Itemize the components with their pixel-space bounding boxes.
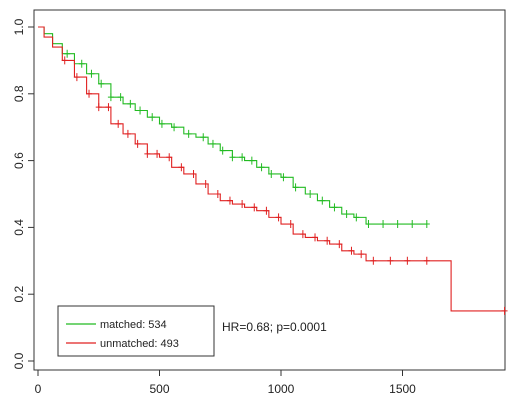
censor-mark: [258, 163, 265, 172]
censor-mark: [353, 213, 360, 222]
censor-mark: [98, 79, 105, 88]
y-tick-label: 0.8: [12, 85, 26, 102]
censor-mark: [319, 196, 326, 205]
censor-mark: [331, 203, 338, 212]
censor-mark: [280, 173, 287, 182]
censor-mark: [73, 73, 80, 82]
censor-mark: [263, 206, 270, 215]
censor-mark: [387, 256, 394, 265]
legend-box: [57, 305, 215, 357]
y-tick-label: 0.6: [12, 152, 26, 169]
censor-mark: [409, 220, 416, 229]
censor-mark: [358, 250, 365, 259]
censor-mark: [134, 139, 141, 148]
censor-mark: [501, 306, 508, 315]
censor-mark: [166, 153, 173, 162]
censor-mark: [95, 103, 102, 112]
axes: 0 500 1000 1500 0.0 0.2 0.4 0.6 0.8 1.0: [12, 18, 416, 396]
legend-label-unmatched: unmatched: 493: [100, 338, 179, 350]
censor-mark: [423, 256, 430, 265]
censor-mark: [239, 200, 246, 209]
censor-mark: [105, 103, 112, 112]
censor-mark: [239, 153, 246, 162]
survival-curve-unmatched: [38, 26, 505, 312]
censor-mark: [107, 93, 114, 102]
censor-mark: [88, 69, 95, 78]
censor-mark: [380, 220, 387, 229]
censor-mark: [292, 183, 299, 192]
censor-mark: [404, 256, 411, 265]
censor-mark: [348, 246, 355, 255]
censor-mark: [226, 196, 233, 205]
censor-mark: [299, 230, 306, 239]
censor-mark: [190, 169, 197, 178]
censor-mark: [115, 119, 122, 128]
censor-mark: [158, 119, 165, 128]
series-layer: [38, 26, 508, 315]
y-tick-label: 0.2: [12, 286, 26, 303]
censor-mark: [214, 190, 221, 198]
censor-mark: [423, 220, 430, 229]
censor-mark: [117, 93, 124, 102]
censor-mark: [251, 203, 258, 212]
censor-mark: [185, 129, 192, 138]
x-tick-label: 1500: [389, 382, 416, 396]
censor-mark: [144, 149, 151, 158]
censor-mark: [248, 156, 255, 165]
censor-mark: [394, 220, 401, 229]
censor-mark: [137, 106, 144, 115]
censor-mark: [343, 210, 350, 219]
censor-mark: [324, 236, 331, 245]
x-tick-label: 1000: [268, 382, 295, 396]
legend: matched: 534 unmatched: 493: [57, 305, 215, 357]
censor-mark: [149, 113, 156, 122]
censor-mark: [268, 169, 275, 178]
survival-curve-matched: [38, 26, 427, 225]
censor-mark: [209, 139, 216, 148]
y-tick-label: 0.4: [12, 219, 26, 236]
censor-mark: [202, 179, 209, 188]
legend-label-matched: matched: 534: [100, 319, 167, 331]
y-tick-label: 1.0: [12, 18, 26, 35]
censor-mark: [229, 153, 236, 162]
x-tick-label: 0: [35, 382, 42, 396]
x-tick-label: 500: [149, 382, 169, 396]
y-tick-label: 0.0: [12, 352, 26, 369]
censor-mark: [154, 149, 161, 158]
censor-mark: [312, 233, 319, 242]
censor-mark: [307, 190, 314, 198]
censor-mark: [219, 146, 226, 155]
censor-mark: [64, 49, 71, 58]
censor-mark: [287, 220, 294, 229]
censor-mark: [365, 220, 372, 229]
censor-mark: [127, 99, 134, 108]
censor-mark: [78, 59, 85, 68]
plot-frame: [33, 9, 506, 371]
censor-mark: [275, 213, 282, 222]
censor-mark: [200, 133, 207, 142]
censor-mark: [336, 240, 343, 249]
censor-mark: [370, 256, 377, 265]
censor-mark: [171, 123, 178, 132]
censor-mark: [61, 56, 68, 65]
censor-mark: [86, 89, 93, 98]
censor-mark: [178, 163, 185, 172]
hr-annotation: HR=0.68; p=0.0001: [222, 320, 327, 334]
censor-mark: [124, 129, 131, 138]
